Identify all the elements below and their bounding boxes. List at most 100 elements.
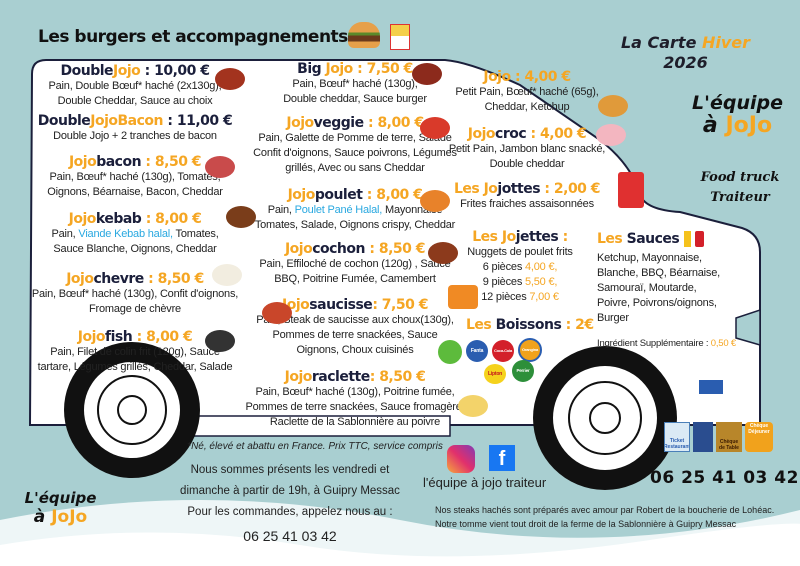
fanta-logo: Fanta — [466, 340, 488, 362]
menu-item: Jojoveggie : 8,00 € Pain, Galette de Pomm… — [235, 115, 475, 176]
menu-item: DoubleJojo : 10,00 € Pain, Double Bœuf* h… — [10, 63, 260, 109]
menu-item-jo: JojoBacon — [90, 113, 164, 129]
menu-item-jo: Jojo — [66, 271, 94, 287]
nuggets-icon — [448, 285, 478, 309]
sausage-icon — [262, 302, 292, 324]
fish-icon — [205, 330, 235, 352]
presence-info: Nous sommes présents les vendredi et dim… — [180, 464, 400, 544]
menu-item-price: : 4,00 € — [526, 126, 587, 142]
menu-item: Les Jojottes : 2,00 € Frites fraiches ass… — [442, 181, 612, 212]
card-voucher-logo — [693, 422, 713, 452]
fries-icon — [390, 24, 410, 50]
social-name[interactable]: l'équipe à jojo traiteur — [423, 475, 547, 490]
burger-icon — [598, 95, 628, 117]
description-part: Poulet Pané Halal, — [294, 204, 383, 216]
menu-item-jo: Jojo — [68, 154, 97, 170]
menu-item: Jojo : 4,00 € Petit Pain, Bœuf* haché (65… — [442, 69, 612, 115]
mustard-bottle-icon — [683, 231, 691, 247]
menu-item-post: bacon — [96, 154, 142, 170]
menu-item-price: : 10,00 € — [140, 63, 210, 79]
card-logo — [697, 378, 725, 396]
menu-item-description: Pain, Galette de Pomme de terre, Salade — [258, 132, 452, 144]
burger-icon — [348, 22, 380, 48]
facebook-icon[interactable]: f — [489, 445, 515, 471]
menu-item-pre: Big — [297, 61, 326, 77]
menu-item-title: DoubleJojoBacon : 11,00 € — [10, 113, 260, 129]
menu-item-description: Pain, Steak de saucisse aux choux(130g), — [256, 314, 454, 326]
cheque-de-table-logo: Chèque de Table — [716, 422, 742, 452]
menu-item-description: grillés, Avec ou sans Cheddar — [285, 162, 425, 174]
menu-item-description: Oignons, Choux cuisinés — [296, 344, 414, 356]
menu-item-jojettes: Les Jojettes : Nuggets de poulet frits 6… — [467, 229, 573, 303]
menu-item-title: Jojokebab : 8,00 € — [10, 211, 260, 227]
brand-tagline: Food truck Traiteur — [700, 170, 780, 205]
menu-item-description: Pain, Bœuf* haché (130g), Tomates, — [49, 171, 221, 183]
menu-item-title: Jojobacon : 8,50 € — [10, 154, 260, 170]
fries-icon — [618, 172, 644, 208]
menu-item-price: : 2,00 € — [540, 181, 601, 197]
menu-item-title: Big Jojo : 7,50 € — [235, 61, 475, 77]
description-part: Viande Kebab halal, — [78, 228, 173, 240]
goat-cheese-icon — [212, 264, 242, 286]
menu-item-post: raclette — [311, 369, 370, 385]
description-part: Pain, — [267, 204, 295, 216]
menu-item-jo: Jojo — [286, 115, 314, 131]
menu-item-post: veggie — [313, 115, 364, 131]
menu-item-description: Pain, Filet de colin frit (120g), Sauce — [50, 346, 220, 358]
menu-item-title: Jojosaucisse: 7,50 € — [235, 297, 475, 313]
menu-item-price: : 11,00 € — [163, 113, 233, 129]
left-wheel — [64, 342, 200, 478]
menu-item-price: : 7,50 € — [352, 61, 413, 77]
menu-item-jo: Jojo — [113, 63, 141, 79]
footer-logo: L'équipe à JoJo — [24, 489, 97, 528]
menu-item-jo: Jojo — [284, 369, 313, 385]
menu-item-description: Oignons, Béarnaise, Bacon, Cheddar — [47, 186, 223, 198]
ham-icon — [596, 124, 626, 146]
menu-item-jo: Jojo — [68, 211, 97, 227]
menu-item-description: Confit d'oignons, Sauce poivrons, Légume… — [253, 147, 457, 159]
menu-item-title: Jojopoulet : 8,00 € — [235, 187, 475, 203]
menu-item-post: chevre — [93, 271, 144, 287]
drinks-heading: Les Boissons : 2€ — [466, 317, 594, 333]
description-part: Tomates, — [172, 228, 219, 240]
menu-item-description: tartare, Légumes grillés, Cheddar, Salad… — [37, 361, 233, 373]
menu-item-pre: Double — [60, 63, 114, 79]
menu-item-jo: Jo — [483, 181, 498, 197]
menu-item-price: : 8,00 € — [141, 211, 202, 227]
year-label: 2026 — [663, 53, 708, 72]
cabbage-icon — [438, 340, 462, 364]
payment-logos: Ticket Restaurant Chèque de Table Chèque… — [664, 422, 773, 452]
menu-item-jo: Jojo — [325, 61, 354, 77]
menu-item-jo: Jojo — [287, 187, 316, 203]
menu-item: Jojopoulet : 8,00 € Pain, Poulet Pané Hal… — [235, 187, 475, 233]
menu-item-jo: Jojo — [483, 69, 511, 85]
page-title: Les burgers et accompagnements — [38, 27, 348, 47]
menu-item-price: : 8,50 € — [369, 369, 426, 385]
right-wheel — [533, 346, 677, 490]
menu-item-description: Sauce Blanche, Oignons, Cheddar — [53, 243, 217, 255]
menu-item-description: Pommes de terre snackées, Sauce — [272, 329, 438, 341]
menu-item-description: Pain, Bœuf* haché (130g), Confit d'oigno… — [31, 288, 239, 300]
ticket-restaurant-logo: Ticket Restaurant — [664, 422, 690, 452]
coca-cola-logo: Coca-Cola — [492, 340, 514, 362]
menu-item-price: : 8,00 € — [132, 329, 193, 345]
bacon-icon — [428, 242, 458, 264]
cheese-icon — [458, 395, 488, 417]
menu-item-description: Pain, Double Bœuf* haché (2x130g), — [48, 80, 222, 92]
menu-item-description: Pain, Bœuf* haché (130g), Poitrine fumée… — [255, 386, 455, 398]
menu-item-post: kebab — [95, 211, 142, 227]
description-part: Pain, — [51, 228, 79, 240]
menu-item-post: poulet — [314, 187, 363, 203]
instagram-icon[interactable] — [447, 445, 475, 473]
menu-item: Jojofish : 8,00 € Pain, Filet de colin fr… — [10, 329, 260, 375]
menu-item: DoubleJojoBacon : 11,00 € Double Jojo + 2… — [10, 113, 260, 144]
kebab-icon — [226, 206, 256, 228]
menu-item-jo: Jojo — [77, 329, 106, 345]
disclaimer: *Né, élevé et abattu en France. Prix TTC… — [187, 441, 443, 452]
menu-item-price: : 7,50 € — [372, 297, 428, 313]
menu-item-description: Pain, Viande Kebab halal, Tomates, — [10, 227, 260, 242]
orangina-logo: Orangina — [518, 338, 542, 362]
menu-item-price: : 8,50 € — [141, 154, 202, 170]
tomato-icon — [420, 117, 450, 139]
chicken-icon — [420, 190, 450, 212]
